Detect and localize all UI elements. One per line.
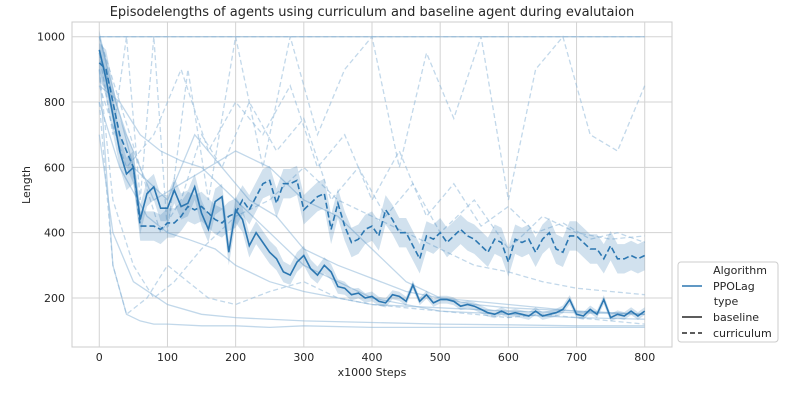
x-tick-label: 600 xyxy=(498,351,519,364)
y-tick-label: 1000 xyxy=(37,31,65,44)
y-axis-label: Length xyxy=(20,166,33,204)
individual-run-baseline xyxy=(98,134,645,327)
x-tick-label: 700 xyxy=(566,351,587,364)
x-axis-label: x1000 Steps xyxy=(338,366,407,379)
legend: Algorithm PPOLag type baseline curriculu… xyxy=(677,261,779,343)
x-tick-label: 100 xyxy=(157,351,178,364)
legend-title-type: type xyxy=(714,295,739,308)
series-line-baseline xyxy=(98,49,646,319)
individual-run-baseline xyxy=(98,52,645,315)
individual-runs-layer xyxy=(98,35,646,329)
x-tick-label: 400 xyxy=(362,351,383,364)
y-tick-label: 200 xyxy=(44,292,65,305)
individual-run-curriculum xyxy=(98,69,645,299)
legend-box xyxy=(677,261,779,343)
confidence-bands-layer xyxy=(99,30,645,322)
individual-run-curriculum xyxy=(98,36,645,250)
individual-run-curriculum xyxy=(98,67,645,244)
individual-run-curriculum xyxy=(98,101,645,325)
individual-run-baseline xyxy=(98,69,645,329)
chart-title: Episodelengths of agents using curriculu… xyxy=(110,5,635,20)
legend-label-curriculum: curriculum xyxy=(713,327,772,340)
individual-run-baseline xyxy=(98,85,645,320)
x-tick-label: 500 xyxy=(430,351,451,364)
series-line-curriculum xyxy=(98,62,646,265)
x-tick-label: 800 xyxy=(634,351,655,364)
legend-label-baseline: baseline xyxy=(713,311,759,324)
individual-run-curriculum xyxy=(98,35,646,233)
x-tick-label: 0 xyxy=(96,351,103,364)
confidence-band-curriculum xyxy=(99,43,645,277)
series-lines-layer xyxy=(98,49,646,319)
x-tick-label: 300 xyxy=(293,351,314,364)
individual-run-baseline xyxy=(98,101,645,315)
y-tick-label: 600 xyxy=(44,161,65,174)
y-tick-label: 800 xyxy=(44,96,65,109)
y-tick-label: 400 xyxy=(44,227,65,240)
legend-label-ppolag: PPOLag xyxy=(713,280,755,293)
tick-labels-layer: 0 100 200 300 400 500 600 700 800 200 400 600 800 100… xyxy=(37,31,655,364)
x-tick-label: 200 xyxy=(225,351,246,364)
legend-title-algorithm: Algorithm xyxy=(713,264,767,277)
individual-run-baseline xyxy=(98,36,645,315)
